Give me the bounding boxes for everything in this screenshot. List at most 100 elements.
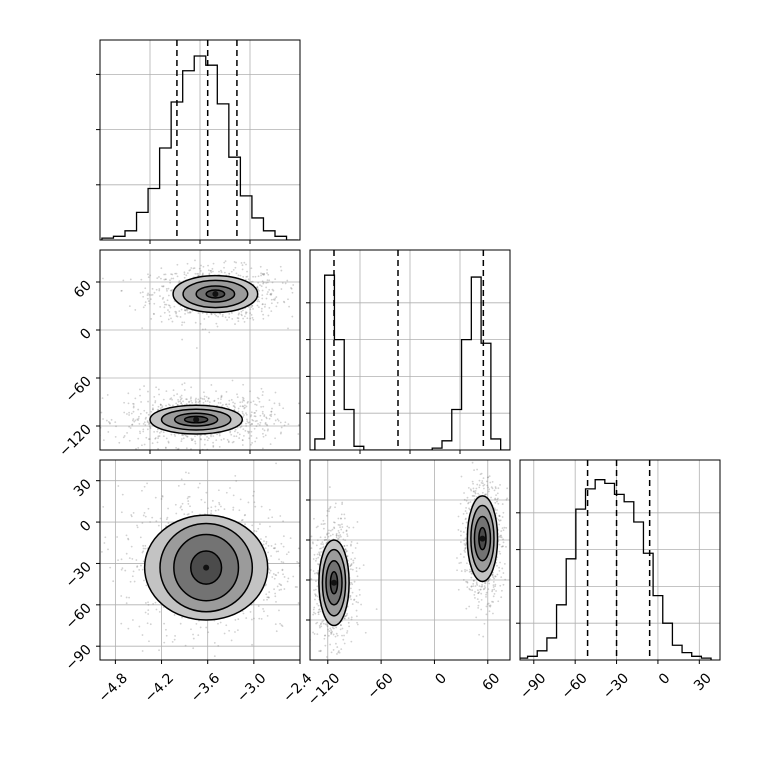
sample-point [274, 391, 277, 394]
sample-point [490, 486, 493, 489]
sample-point [273, 299, 276, 301]
sample-point [240, 519, 243, 522]
sample-point [329, 631, 332, 634]
sample-point [136, 418, 139, 421]
sample-point [107, 548, 109, 551]
sample-point [352, 561, 355, 564]
sample-point [314, 536, 316, 538]
sample-point [261, 289, 264, 292]
sample-point [313, 553, 316, 556]
sample-point [497, 487, 500, 490]
density-peak [479, 535, 486, 542]
sample-point [154, 400, 157, 402]
sample-point [257, 422, 259, 425]
sample-point [261, 394, 264, 397]
sample-point [192, 637, 195, 640]
sample-point [253, 490, 255, 493]
sample-point [497, 518, 500, 521]
density-peak [203, 564, 210, 571]
sample-point [470, 572, 473, 575]
sample-point [317, 569, 320, 572]
sample-point [311, 541, 314, 544]
sample-point [243, 414, 245, 416]
sample-point [254, 403, 257, 406]
sample-point [237, 407, 240, 410]
sample-point [318, 608, 320, 611]
sample-point [312, 631, 314, 634]
sample-point [146, 428, 149, 431]
axes-frame [309, 459, 511, 661]
sample-point [256, 286, 259, 289]
sample-point [304, 656, 306, 658]
sample-point [255, 404, 258, 406]
sample-point [278, 589, 281, 591]
sample-point [330, 629, 333, 631]
sample-point [250, 281, 253, 283]
sample-point [494, 487, 497, 490]
sample-point [184, 312, 186, 315]
sample-point [151, 293, 154, 296]
sample-point [213, 452, 215, 454]
sample-point [186, 262, 189, 265]
sample-point [478, 479, 481, 482]
sample-point [263, 272, 265, 275]
sample-point [104, 536, 107, 539]
sample-point [230, 270, 233, 273]
sample-point [485, 613, 488, 616]
sample-point [176, 275, 179, 278]
sample-point [162, 285, 165, 288]
sample-point [264, 547, 267, 550]
sample-point [355, 600, 358, 603]
sample-point [234, 674, 236, 676]
sample-point [102, 277, 104, 280]
sample-point [191, 439, 194, 442]
sample-point [318, 551, 320, 554]
sample-point [280, 584, 283, 587]
sample-point [197, 398, 200, 401]
sample-point [499, 584, 502, 587]
sample-point [349, 564, 352, 567]
sample-point [121, 432, 123, 434]
sample-point [166, 299, 169, 302]
sample-point [262, 405, 265, 408]
sample-point [464, 551, 467, 553]
sample-point [284, 421, 287, 424]
sample-point [246, 418, 248, 421]
sample-point [471, 494, 474, 497]
sample-point [317, 563, 319, 565]
sample-point [284, 282, 287, 285]
sample-point [314, 585, 316, 587]
sample-point [498, 515, 501, 517]
sample-point [86, 413, 88, 415]
sample-point [317, 611, 320, 614]
sample-point [216, 433, 219, 436]
sample-point [249, 312, 252, 315]
sample-point [250, 430, 253, 433]
sample-point [123, 435, 126, 437]
sample-point [170, 273, 173, 276]
sample-point [494, 575, 497, 578]
sample-point [276, 418, 279, 421]
sample-point [158, 610, 161, 613]
sample-point [169, 281, 172, 284]
sample-point [233, 405, 236, 408]
sample-point [459, 502, 462, 505]
sample-point [273, 547, 276, 550]
sample-point [491, 481, 494, 483]
sample-point [185, 274, 188, 277]
sample-point [187, 472, 190, 474]
sample-point [164, 273, 167, 276]
sample-point [239, 426, 242, 429]
sample-point [325, 541, 328, 544]
sample-point [144, 424, 147, 426]
sample-point [474, 492, 477, 495]
sample-point [185, 447, 188, 450]
sample-point [472, 579, 475, 582]
density-peak [331, 579, 337, 586]
sample-point [148, 422, 151, 425]
sample-point [287, 551, 290, 554]
sample-point [167, 309, 169, 311]
sample-point [169, 404, 171, 407]
sample-point [194, 321, 197, 324]
sample-point [141, 291, 144, 294]
